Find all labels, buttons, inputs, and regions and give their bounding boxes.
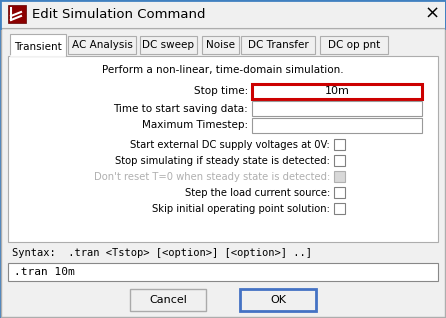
Bar <box>202 36 239 54</box>
Text: AC Analysis: AC Analysis <box>71 40 132 50</box>
Text: Cancel: Cancel <box>149 295 187 305</box>
Bar <box>320 36 388 54</box>
Bar <box>130 289 206 311</box>
Text: Maximum Timestep:: Maximum Timestep: <box>142 121 248 130</box>
Text: Perform a non-linear, time-domain simulation.: Perform a non-linear, time-domain simula… <box>102 65 344 75</box>
Text: Time to start saving data:: Time to start saving data: <box>113 103 248 114</box>
Bar <box>252 118 422 133</box>
Bar <box>8 5 26 23</box>
Bar <box>10 34 66 56</box>
Bar <box>140 36 197 54</box>
Text: Stop simulating if steady state is detected:: Stop simulating if steady state is detec… <box>115 156 330 165</box>
Bar <box>8 56 438 242</box>
Text: DC op pnt: DC op pnt <box>328 40 380 50</box>
Text: Stop time:: Stop time: <box>194 86 248 96</box>
Bar <box>1 0 445 28</box>
Bar <box>68 36 136 54</box>
Bar <box>252 84 422 99</box>
Bar <box>241 36 315 54</box>
Text: OK: OK <box>270 295 286 305</box>
Text: .tran 10m: .tran 10m <box>14 267 75 277</box>
Text: Noise: Noise <box>206 40 235 50</box>
Bar <box>8 263 438 281</box>
Text: DC Transfer: DC Transfer <box>248 40 308 50</box>
Text: ×: × <box>425 5 440 23</box>
Bar <box>334 203 345 214</box>
Text: Edit Simulation Command: Edit Simulation Command <box>32 8 206 20</box>
Bar <box>334 139 345 150</box>
Bar <box>334 187 345 198</box>
Text: Don't reset T=0 when steady state is detected:: Don't reset T=0 when steady state is det… <box>94 171 330 182</box>
Bar <box>334 171 345 182</box>
Text: DC sweep: DC sweep <box>143 40 194 50</box>
Bar <box>334 155 345 166</box>
Text: Step the load current source:: Step the load current source: <box>185 188 330 197</box>
Text: Transient: Transient <box>14 42 62 52</box>
Text: 10m: 10m <box>325 86 349 96</box>
Bar <box>252 101 422 116</box>
Bar <box>240 289 316 311</box>
Text: Syntax:  .tran <Tstop> [<option>] [<option>] ..]: Syntax: .tran <Tstop> [<option>] [<optio… <box>12 248 312 258</box>
Text: Skip initial operating point solution:: Skip initial operating point solution: <box>152 204 330 213</box>
Text: Start external DC supply voltages at 0V:: Start external DC supply voltages at 0V: <box>130 140 330 149</box>
